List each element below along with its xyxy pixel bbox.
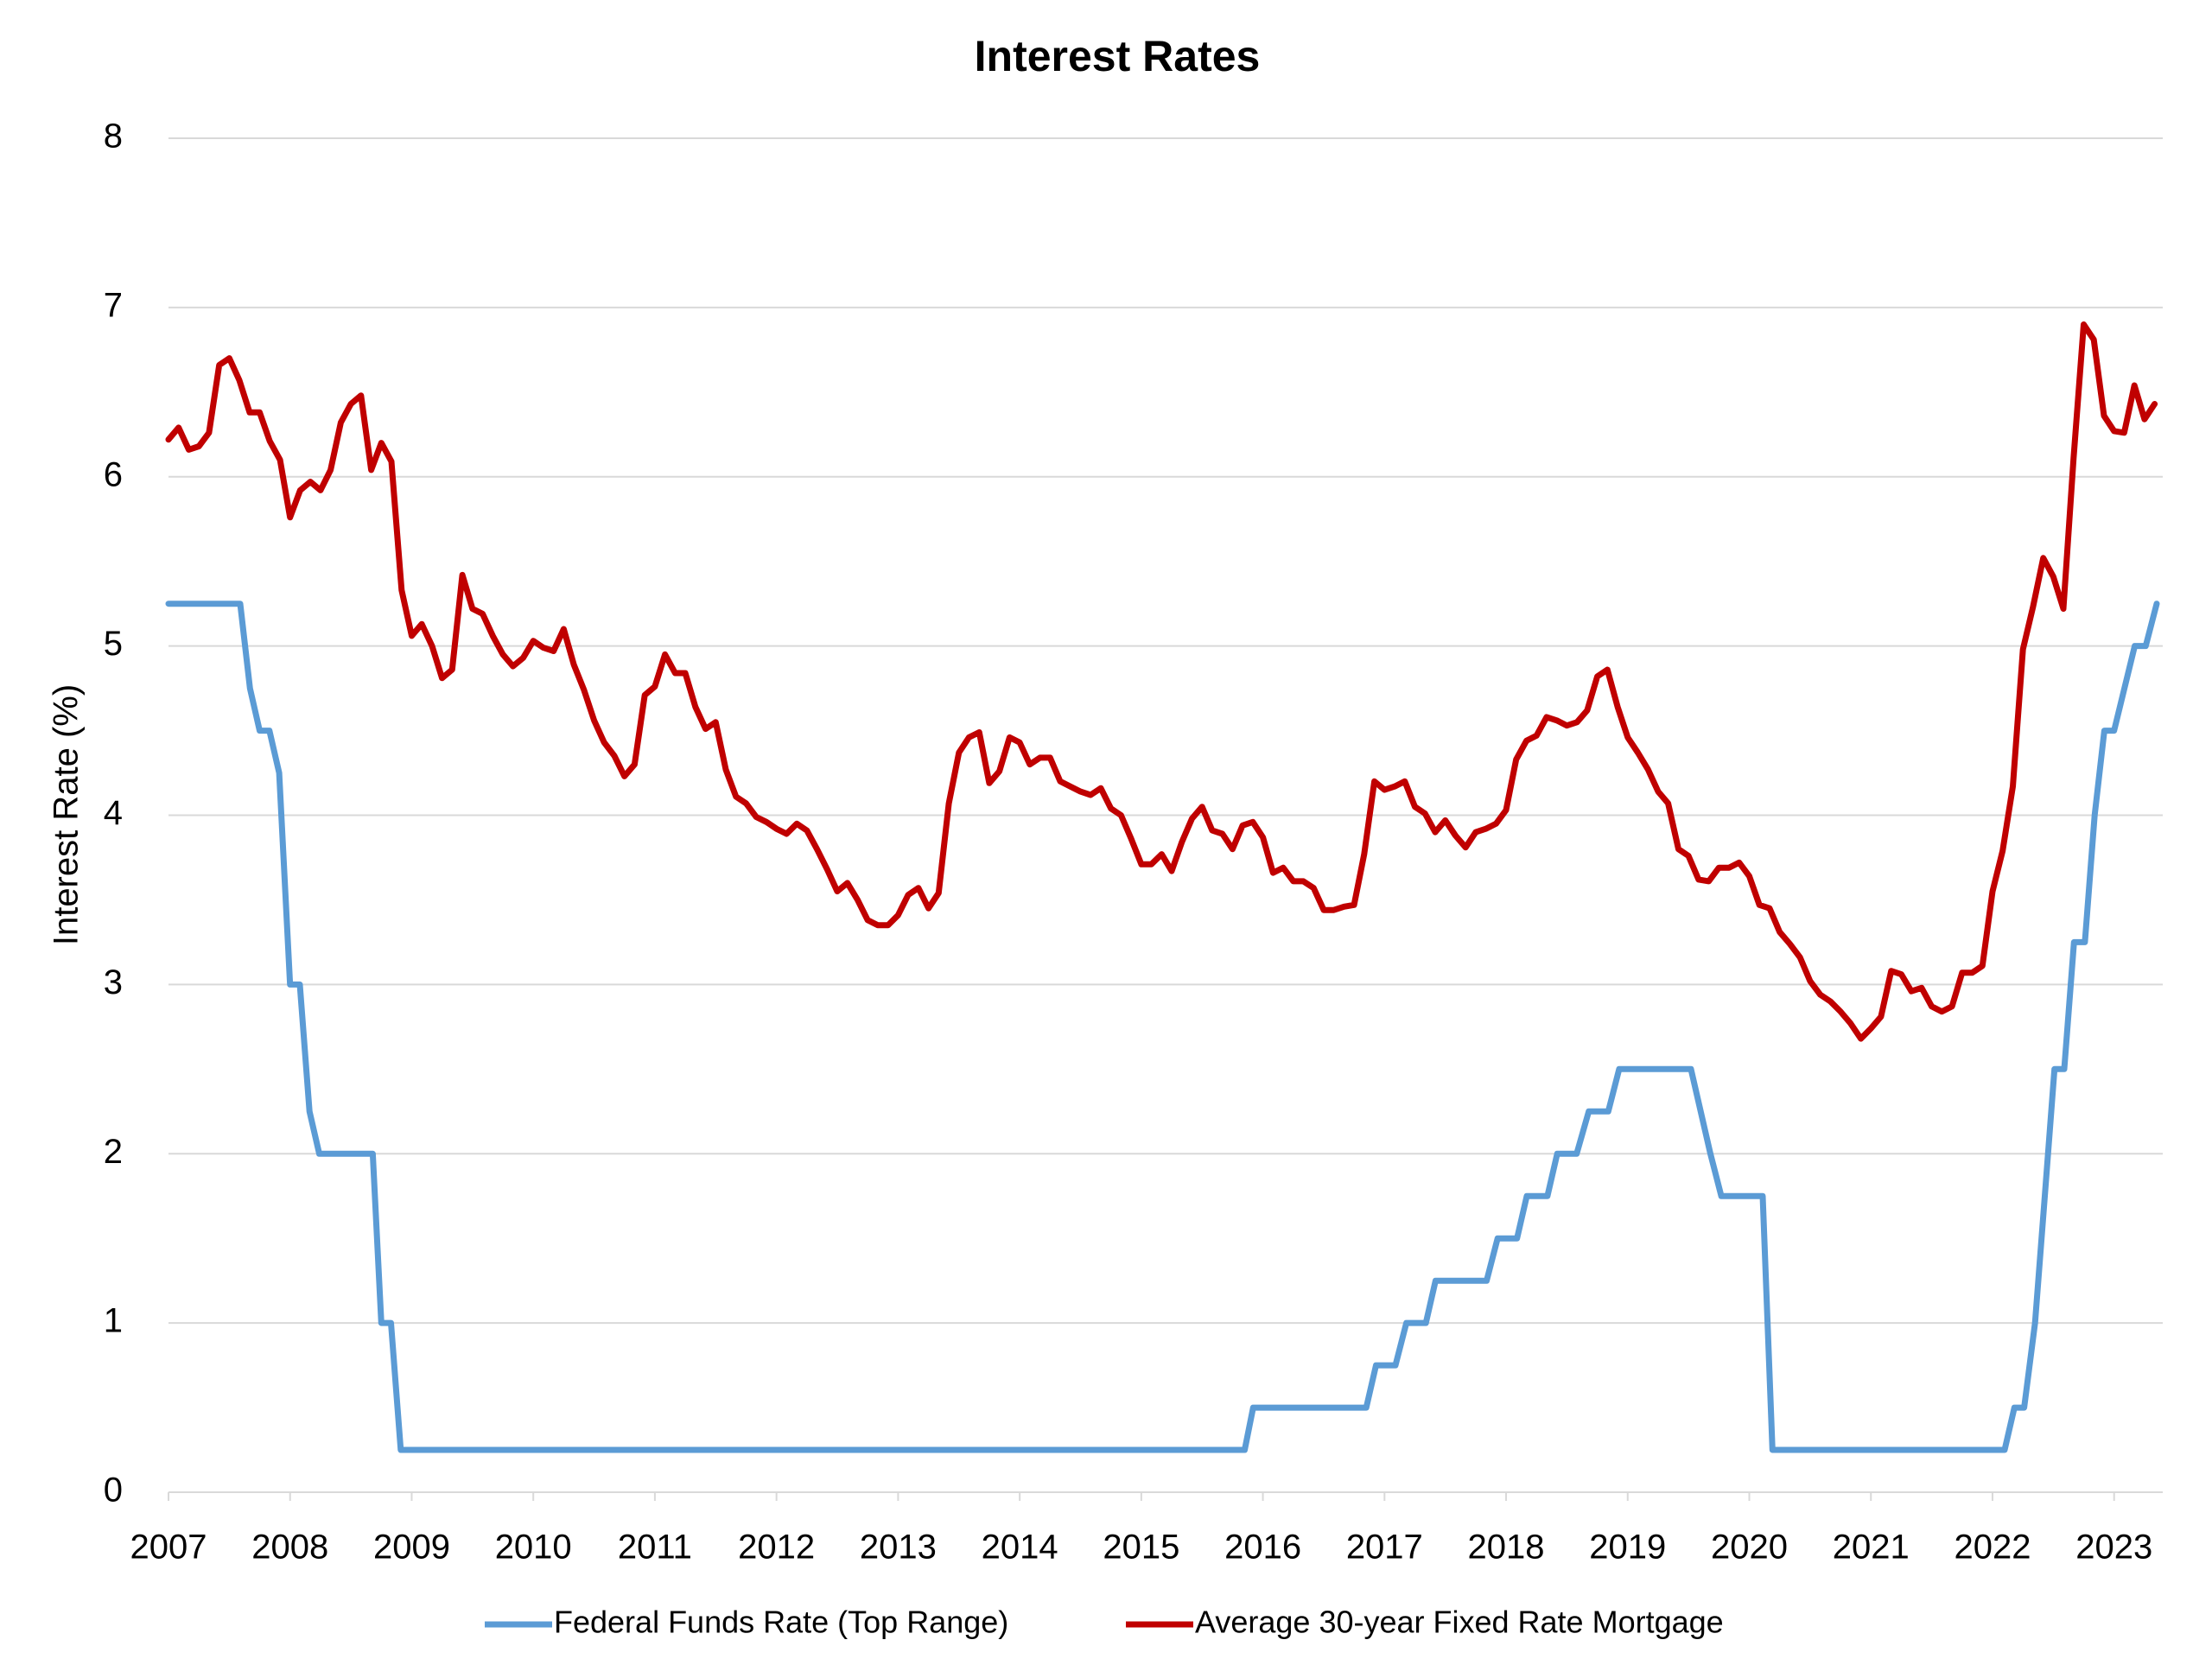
x-tick-label: 2020: [1711, 1529, 1788, 1567]
series-line: [165, 601, 2160, 1453]
y-tick-label: 0: [104, 1471, 123, 1510]
x-tick-label: 2016: [1224, 1529, 1301, 1567]
x-tick-label: 2019: [1589, 1529, 1666, 1567]
x-tick-label: 2007: [130, 1529, 207, 1567]
x-tick-label: 2023: [2075, 1529, 2152, 1567]
y-tick-label: 2: [104, 1133, 123, 1171]
x-tick-label: 2015: [1103, 1529, 1179, 1567]
x-tick-label: 2011: [618, 1529, 692, 1567]
x-tick-label: 2008: [251, 1529, 328, 1567]
x-tick-label: 2017: [1346, 1529, 1423, 1567]
x-tick-label: 2009: [373, 1529, 450, 1567]
x-tick-label: 2012: [738, 1529, 815, 1567]
y-axis-label: Interest Rate (%): [48, 684, 86, 945]
y-tick-label: 1: [104, 1302, 123, 1340]
x-tick-label: 2022: [1954, 1529, 2031, 1567]
x-tick-label: 2018: [1468, 1529, 1545, 1567]
y-tick-label: 6: [104, 455, 123, 493]
y-tick-label: 8: [104, 118, 123, 156]
y-tick-label: 7: [104, 286, 123, 324]
series-line: [165, 321, 2158, 1042]
legend-label: Federal Funds Rate (Top Range): [554, 1605, 1008, 1640]
y-tick-label: 4: [104, 794, 123, 832]
x-tick-label: 2013: [860, 1529, 937, 1567]
y-tick-label: 3: [104, 963, 123, 1001]
x-tick-label: 2010: [495, 1529, 572, 1567]
y-tick-label: 5: [104, 625, 123, 663]
legend-label: Average 30-year Fixed Rate Mortgage: [1195, 1605, 1724, 1640]
chart-title: Interest Rates: [975, 32, 1261, 80]
x-tick-label: 2021: [1833, 1529, 1910, 1567]
x-tick-label: 2014: [982, 1529, 1058, 1567]
